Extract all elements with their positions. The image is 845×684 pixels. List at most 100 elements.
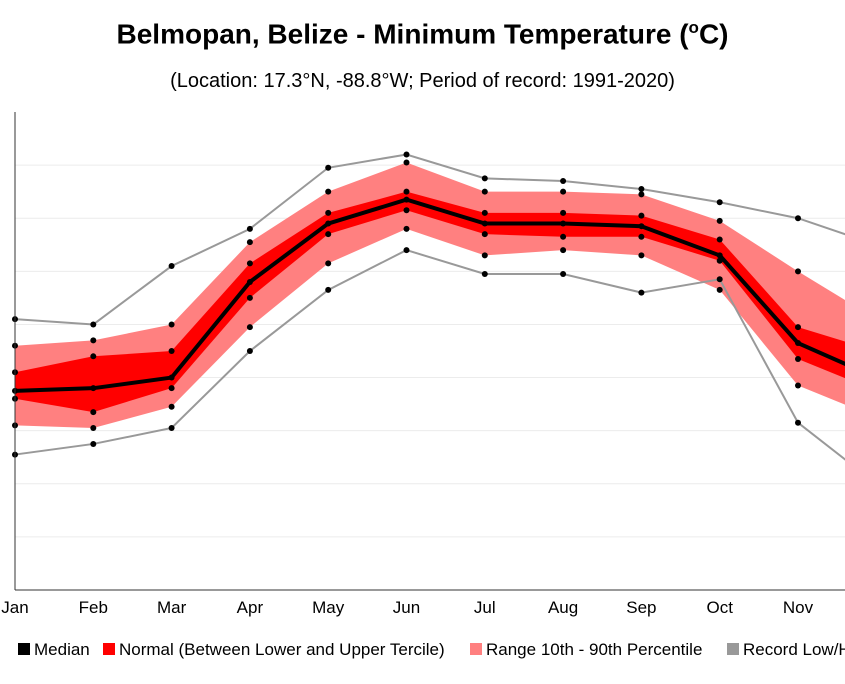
record-high-point	[716, 199, 723, 206]
legend: Median Normal (Between Lower and Upper Te…	[18, 640, 845, 659]
normal-lower-point	[795, 355, 801, 362]
range-upper-point	[325, 188, 332, 195]
record-high-point	[90, 321, 97, 328]
normal-lower-point	[403, 207, 410, 214]
normal-upper-point	[638, 212, 645, 219]
median-point	[716, 252, 723, 259]
normal-upper-point	[481, 209, 488, 216]
normal-upper-point	[403, 188, 410, 195]
range-lower-point	[638, 252, 645, 259]
normal-upper-point	[716, 236, 723, 243]
legend-swatch	[103, 643, 115, 655]
normal-lower-point	[638, 233, 645, 240]
chart-subtitle: (Location: 17.3°N, -88.8°W; Period of re…	[170, 70, 675, 92]
range-upper-point	[716, 217, 723, 224]
chart-title: Belmopan, Belize - Minimum Temperature (…	[116, 18, 729, 50]
legend-label: Normal (Between Lower and Upper Tercile)	[119, 640, 445, 659]
range-lower-point	[246, 324, 253, 331]
x-tick-label: Oct	[706, 598, 733, 617]
record-low-point	[90, 440, 97, 447]
x-tick-label: Feb	[79, 598, 108, 617]
normal-upper-point	[246, 260, 253, 267]
range-upper-point	[638, 191, 645, 198]
range-lower-point	[481, 252, 488, 259]
record-high-point	[325, 164, 332, 171]
record-high-point	[403, 151, 410, 158]
x-tick-label: May	[312, 598, 345, 617]
range-lower-point	[403, 225, 410, 232]
median-point	[403, 196, 410, 203]
range-upper-point	[168, 321, 175, 328]
x-tick-label: Mar	[157, 598, 187, 617]
normal-upper-point	[168, 348, 175, 354]
median-point	[325, 220, 332, 227]
normal-lower-point	[90, 409, 97, 416]
x-tick-label: Aug	[548, 598, 578, 617]
median-point	[795, 340, 801, 347]
range-upper-point	[795, 268, 801, 275]
legend-swatch	[18, 643, 30, 655]
record-high-point	[638, 186, 645, 193]
record-low-line	[14, 249, 845, 461]
record-low-point	[716, 276, 723, 283]
range-lower-point	[90, 425, 97, 432]
normal-lower-point	[716, 257, 723, 264]
lines	[14, 153, 845, 461]
x-tick-label: Jul	[474, 598, 496, 617]
normal-lower-point	[481, 231, 488, 238]
legend-swatch	[727, 643, 739, 655]
x-tick-label: Sep	[626, 598, 656, 617]
range-upper-point	[90, 337, 97, 344]
bands	[15, 162, 845, 429]
range-upper-point	[481, 188, 488, 195]
range-lower-point	[560, 247, 567, 254]
record-low-point	[168, 425, 175, 432]
normal-lower-point	[168, 385, 175, 392]
normal-lower-point	[560, 233, 567, 240]
median-point	[246, 278, 253, 285]
median-point	[560, 220, 567, 227]
points	[12, 151, 801, 458]
normal-upper-point	[90, 353, 97, 360]
normal-lower-point	[246, 294, 253, 301]
normal-upper-point	[795, 324, 801, 331]
record-low-point	[325, 286, 332, 293]
normal-upper-point	[560, 209, 567, 216]
record-low-point	[481, 270, 488, 277]
legend-label: Range 10th - 90th Percentile	[486, 640, 702, 659]
legend-swatch	[470, 643, 482, 655]
normal-lower-point	[325, 231, 332, 238]
median-point	[90, 385, 97, 392]
record-low-point	[795, 419, 801, 426]
x-tick-label: Jan	[1, 598, 28, 617]
record-high-point	[246, 225, 253, 232]
range-lower-point	[795, 382, 801, 389]
x-tick-label: Nov	[783, 598, 814, 617]
range-lower-point	[716, 286, 723, 293]
median-line	[14, 197, 845, 393]
record-high-line	[14, 153, 845, 326]
x-tick-label: Apr	[237, 598, 264, 617]
normal-band	[15, 191, 845, 413]
x-tick-label: Jun	[393, 598, 420, 617]
legend-label: Median	[34, 640, 90, 659]
record-low-point	[638, 289, 645, 296]
record-low-point	[560, 270, 567, 277]
median-point	[481, 220, 488, 227]
axes: JanFebMarAprMayJunJulAugSepOctNovDec	[1, 112, 845, 617]
record-high-point	[481, 175, 488, 182]
record-high-point	[795, 215, 801, 222]
range-upper-point	[560, 188, 567, 195]
normal-upper-point	[325, 209, 332, 216]
median-point	[638, 223, 645, 230]
legend-label: Record Low/High	[743, 640, 845, 659]
record-low-point	[403, 247, 410, 254]
median-point	[168, 374, 175, 381]
range-upper-point	[246, 239, 253, 246]
range-upper-point	[403, 159, 410, 166]
record-high-point	[168, 263, 175, 270]
record-high-point	[560, 178, 567, 185]
record-low-point	[246, 348, 253, 354]
range-lower-point	[325, 260, 332, 267]
